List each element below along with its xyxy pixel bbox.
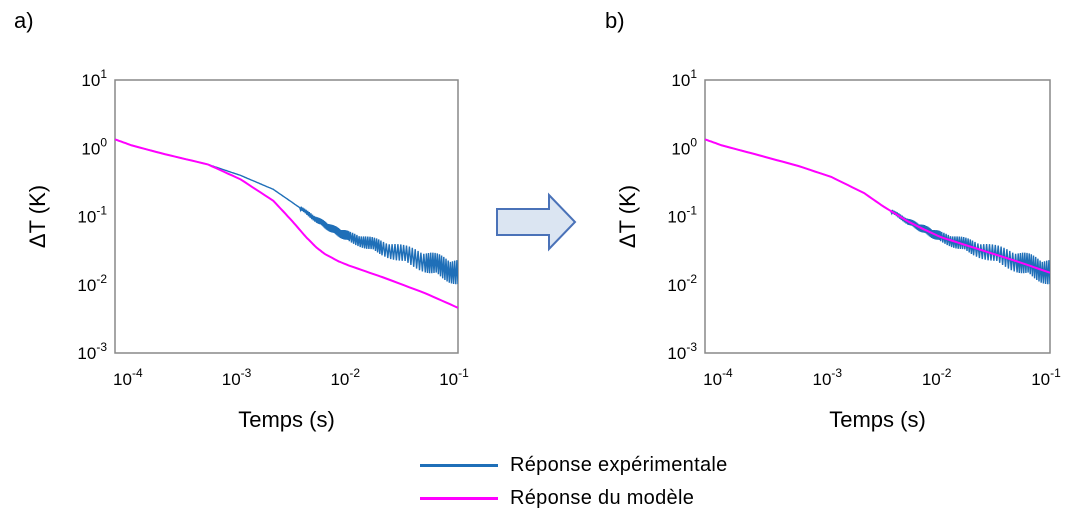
y-tick-label: 10-3: [667, 340, 697, 363]
y-tick-label: 100: [81, 135, 107, 158]
y-tick-label: 100: [671, 135, 697, 158]
x-tick-label: 10-4: [703, 366, 733, 389]
panel-label-a: a): [14, 8, 34, 33]
chart-a: 101 100 10-1 10-2 10-3 10-4 10-3 10-2 10-1 Temps …: [25, 67, 469, 432]
y-axis-label: ΔT (K): [25, 185, 50, 248]
chart-b: 101 100 10-1 10-2 10-3 10-4 10-3 10-2 10-1 Temps …: [615, 67, 1061, 432]
legend: Réponse expérimentale Réponse du modèle: [420, 452, 840, 512]
x-tick-label: 10-4: [113, 366, 143, 389]
legend-label-experimental: Réponse expérimentale: [510, 453, 728, 476]
y-axis-label: ΔT (K): [615, 185, 640, 248]
y-tick-label: 10-3: [77, 340, 107, 363]
y-tick-label: 10-2: [667, 272, 697, 295]
x-tick-label: 10-1: [1031, 366, 1061, 389]
x-tick-label: 10-1: [439, 366, 469, 389]
y-tick-label: 10-1: [667, 204, 697, 227]
arrow-shape: [496, 192, 577, 252]
y-tick-label: 101: [81, 67, 107, 90]
legend-label-model: Réponse du modèle: [510, 486, 695, 509]
legend-swatch-experimental: [420, 463, 498, 467]
right-arrow-icon: [496, 192, 577, 252]
legend-item-model: Réponse du modèle: [420, 485, 694, 511]
x-axis-label: Temps (s): [829, 407, 926, 432]
series-line-model: [115, 138, 458, 309]
plot-area: [114, 79, 459, 354]
x-tick-label: 10-3: [222, 366, 252, 389]
series-line-model: [705, 138, 1050, 274]
x-tick-label: 10-2: [330, 366, 360, 389]
x-tick-label: 10-3: [812, 366, 842, 389]
legend-item-experimental: Réponse expérimentale: [420, 452, 728, 478]
plot-area: [704, 79, 1051, 354]
y-tick-label: 10-2: [77, 272, 107, 295]
panel-label-b: b): [605, 8, 625, 33]
y-tick-label: 10-1: [77, 204, 107, 227]
x-axis-label: Temps (s): [238, 407, 335, 432]
x-tick-label: 10-2: [922, 366, 952, 389]
legend-swatch-model: [420, 496, 498, 500]
y-tick-label: 101: [671, 67, 697, 90]
